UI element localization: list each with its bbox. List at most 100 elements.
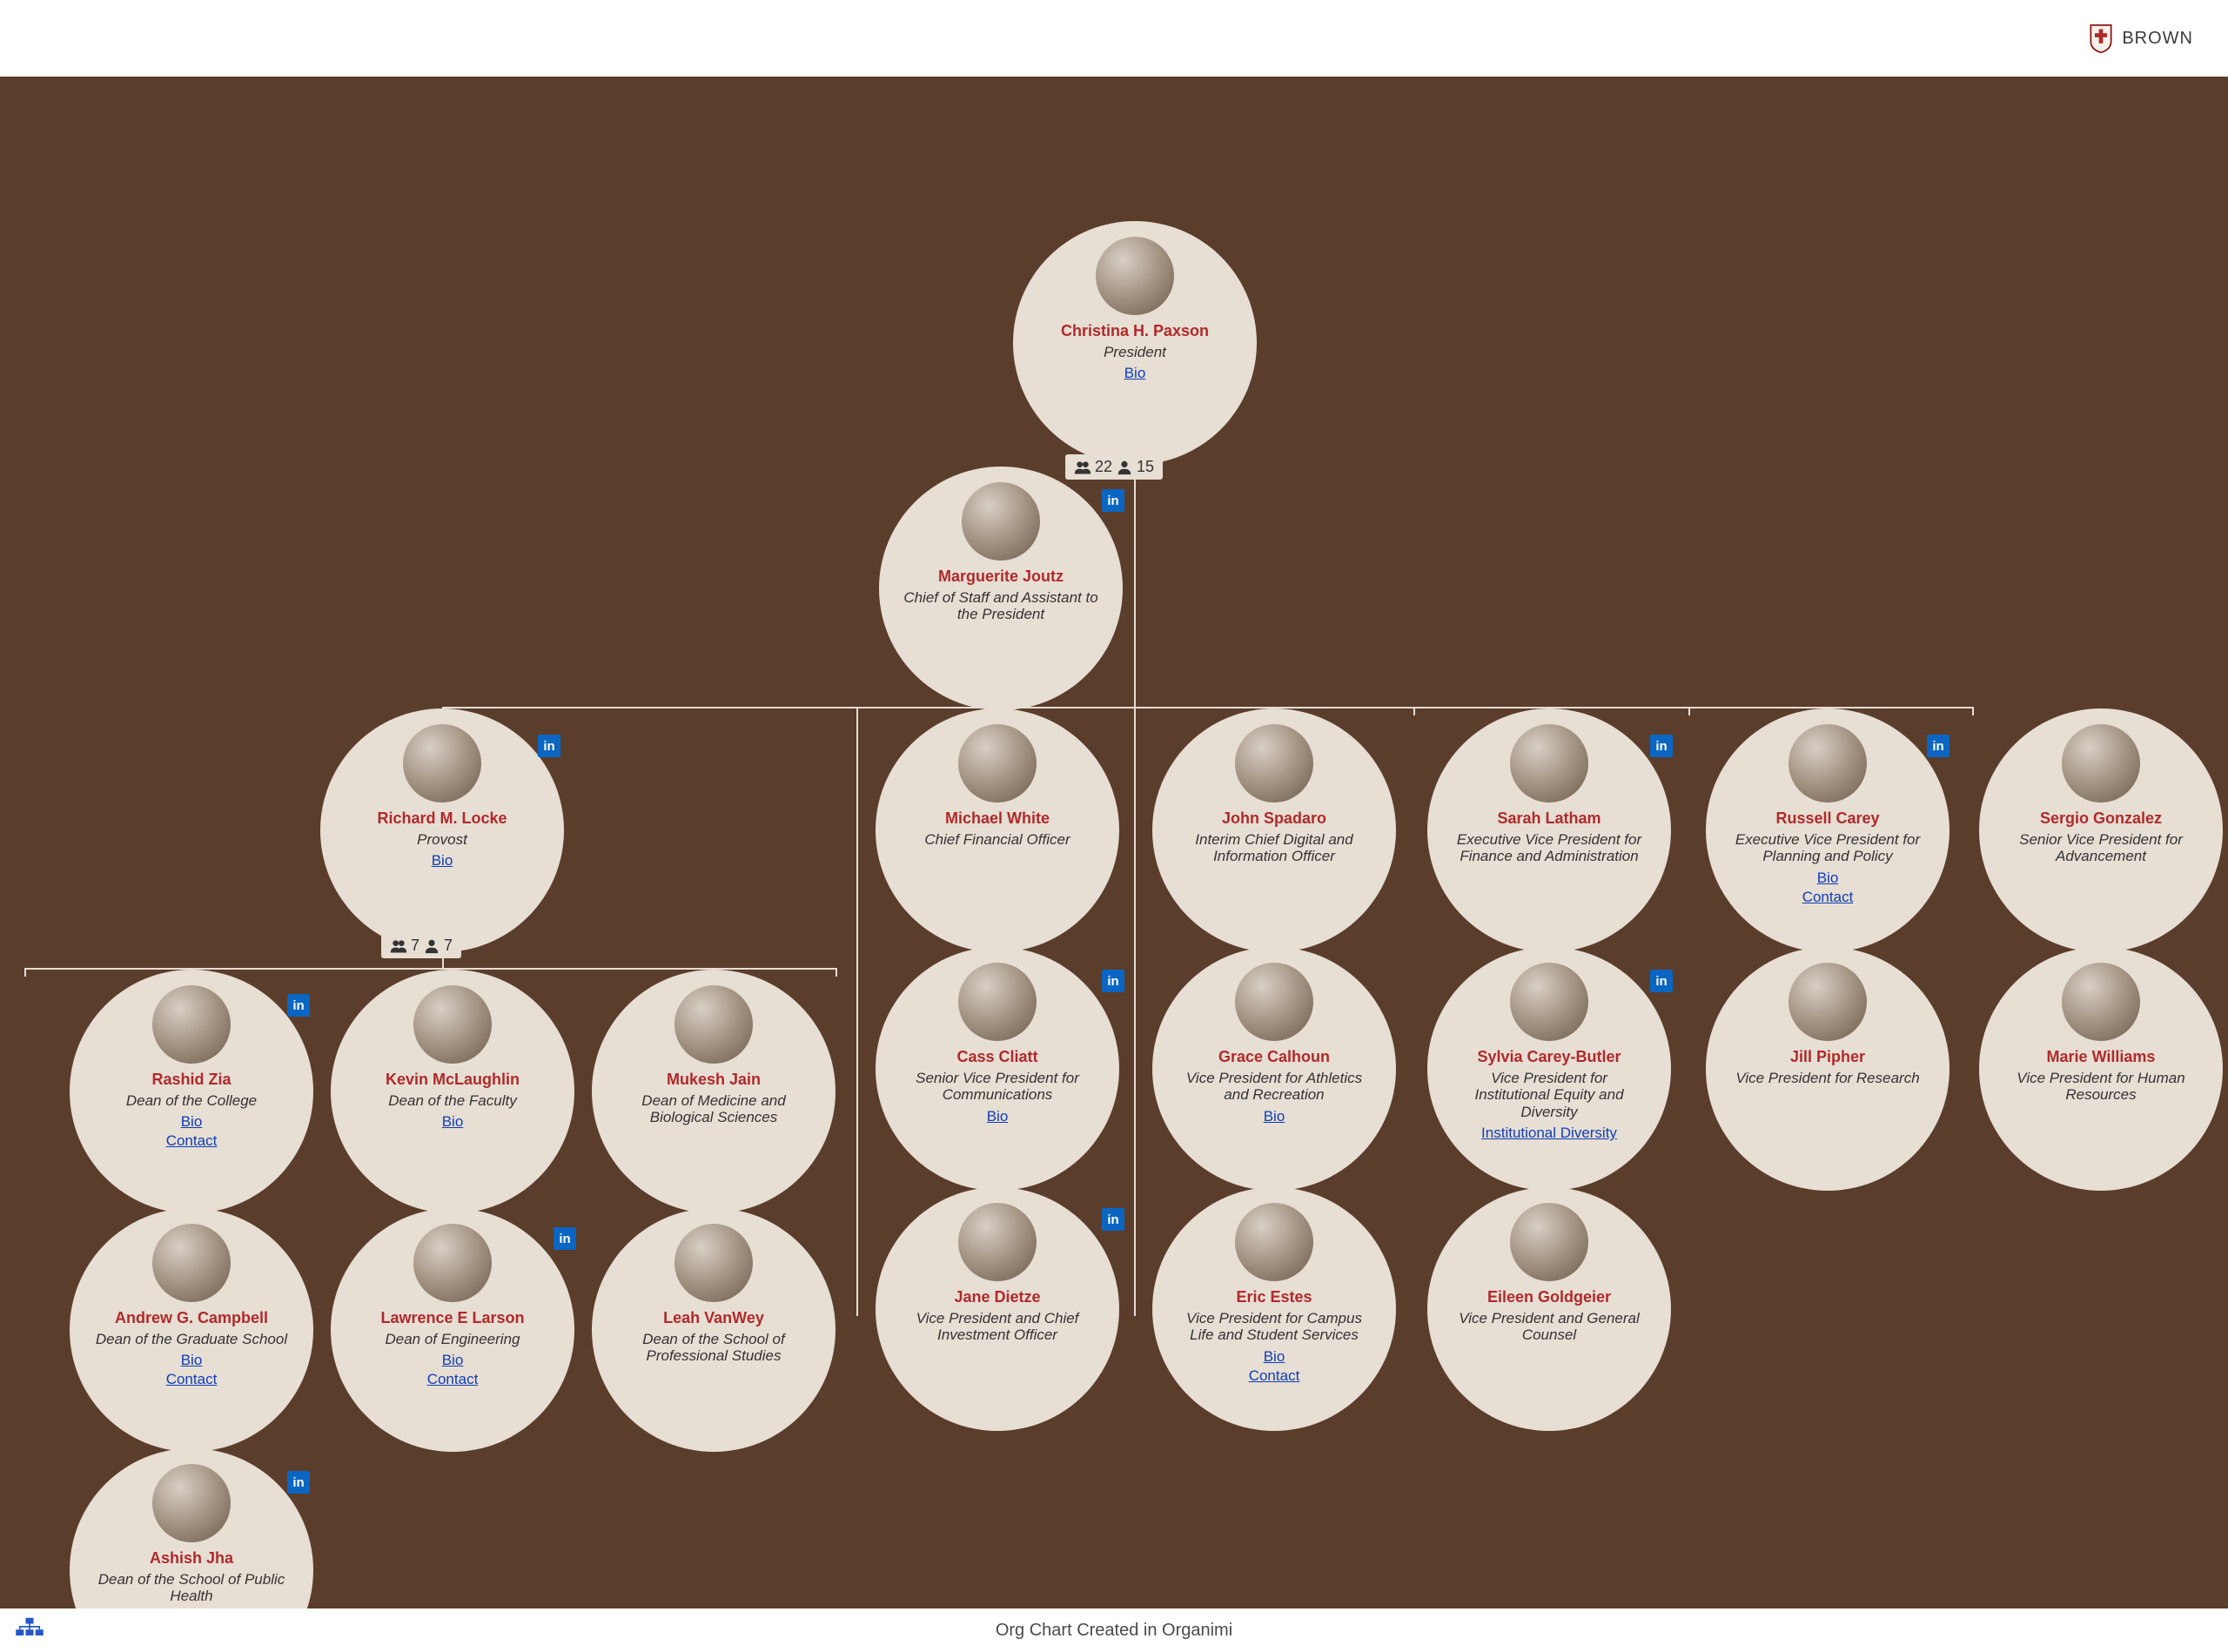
person-name: Sarah Latham (1497, 809, 1601, 828)
person-name: Eileen Goldgeier (1487, 1288, 1611, 1306)
person-name: Lawrence E Larson (380, 1309, 524, 1327)
contact-link[interactable]: Contact (427, 1370, 479, 1389)
linkedin-icon[interactable]: in (287, 994, 310, 1017)
linkedin-icon[interactable]: in (538, 735, 560, 757)
org-node-jain[interactable]: Mukesh JainDean of Medicine and Biologic… (592, 970, 836, 1213)
org-node-calhoun[interactable]: Grace Calhoun Vice President for Athletic… (1152, 947, 1396, 1191)
total-count: 22 (1095, 458, 1112, 476)
report-count-badge: 2215 (1065, 454, 1163, 480)
avatar (1235, 1203, 1313, 1281)
avatar (403, 724, 481, 802)
org-node-gonzalez[interactable]: Sergio GonzalezSenior Vice President for… (1979, 708, 2223, 952)
person-title: Dean of the School of Professional Studi… (616, 1331, 811, 1365)
linkedin-icon[interactable]: in (1650, 735, 1673, 757)
avatar (2062, 963, 2140, 1041)
bio-link[interactable]: Bio (1124, 364, 1146, 383)
org-chart-canvas: Christina H. Paxson President Bio Marguerit… (0, 77, 2228, 1608)
header: BROWN (0, 0, 2228, 77)
org-node-spadaro[interactable]: John SpadaroInterim Chief Digital and In… (1152, 708, 1396, 952)
avatar (1788, 963, 1867, 1041)
person-title: Vice President for Athletics and Recreat… (1177, 1070, 1372, 1104)
bio-link[interactable]: Bio (442, 1112, 464, 1132)
person-name: Cass Cliatt (956, 1048, 1037, 1066)
contact-link[interactable]: Contact (1249, 1367, 1300, 1386)
bio-link[interactable]: Bio (987, 1107, 1009, 1126)
org-node-mclaughlin[interactable]: Kevin McLaughlinDean of the FacultyBio (331, 970, 574, 1213)
avatar (674, 985, 753, 1064)
linkedin-icon[interactable]: in (287, 1471, 310, 1494)
linkedin-icon[interactable]: in (1102, 970, 1124, 992)
org-node-larson[interactable]: Lawrence E Larson Dean of Engineering BioC… (331, 1208, 574, 1452)
person-name: Christina H. Paxson (1061, 322, 1209, 340)
org-node-williams[interactable]: Marie WilliamsVice President for Human R… (1979, 947, 2223, 1191)
person-name: Mukesh Jain (667, 1071, 761, 1089)
person-title: Senior Vice President for Communications (900, 1070, 1095, 1104)
bio-link[interactable]: Bio (181, 1112, 203, 1132)
org-node-carey-butler[interactable]: Sylvia Carey-ButlerVice President for In… (1427, 947, 1671, 1191)
person-name: Richard M. Locke (377, 809, 507, 828)
avatar (1510, 963, 1588, 1041)
person-title: Executive Vice President for Finance and… (1452, 831, 1647, 865)
org-node-zia[interactable]: Rashid ZiaDean of the CollegeBioContact (70, 970, 313, 1213)
person-title: Interim Chief Digital and Information Of… (1177, 831, 1372, 865)
org-node-latham[interactable]: Sarah Latham Executive Vice President for… (1427, 708, 1671, 952)
org-node-campbell[interactable]: Andrew G. Campbell Dean of the Graduate S… (70, 1208, 313, 1452)
connector-line (1134, 465, 1136, 708)
person-title: Vice President and General Counsel (1452, 1310, 1647, 1344)
avatar (1788, 724, 1867, 802)
person-name: Andrew G. Campbell (115, 1309, 268, 1327)
org-node-estes[interactable]: Eric EstesVice President for Campus Life… (1152, 1187, 1396, 1431)
linkedin-icon[interactable]: in (1102, 1208, 1124, 1231)
org-node-locke[interactable]: Richard M. LockeProvostBio (320, 708, 564, 952)
person-title: Dean of the Graduate School (96, 1331, 287, 1348)
bio-link[interactable]: Bio (1264, 1347, 1285, 1367)
connector-line (24, 968, 26, 977)
person-name: Jill Pipher (1790, 1048, 1865, 1066)
person-title: Vice President for Institutional Equity … (1452, 1070, 1647, 1121)
person-title: Vice President for Research (1735, 1070, 1919, 1087)
bio-link[interactable]: Bio (1264, 1107, 1285, 1126)
contact-link[interactable]: Contact (166, 1370, 218, 1389)
org-node-carey[interactable]: Russell CareyExecutive Vice President fo… (1706, 708, 1950, 952)
org-node-jha[interactable]: Ashish JhaDean of the School of Public H… (70, 1448, 313, 1608)
avatar (962, 482, 1040, 561)
org-node-goldgeier[interactable]: Eileen Goldgeier Vice President and Gener… (1427, 1187, 1671, 1431)
direct-count: 7 (444, 937, 453, 955)
total-count: 7 (411, 937, 419, 955)
person-title: Vice President for Human Resources (2003, 1070, 2198, 1104)
person-title: President (1104, 344, 1166, 361)
avatar (958, 1203, 1037, 1281)
person-name: Grace Calhoun (1218, 1048, 1330, 1066)
linkedin-icon[interactable]: in (1650, 970, 1673, 992)
contact-link[interactable]: Contact (1802, 888, 1854, 907)
avatar (2062, 724, 2140, 802)
person-name: Michael White (945, 809, 1050, 828)
linkedin-icon[interactable]: in (554, 1227, 576, 1250)
bio-link[interactable]: Bio (181, 1351, 203, 1370)
bio-link[interactable]: Bio (432, 851, 453, 870)
person-name: Russell Carey (1775, 809, 1879, 828)
bio-link[interactable]: Bio (1817, 869, 1839, 888)
person-name: Sergio Gonzalez (2040, 809, 2162, 828)
person-title: Chief of Staff and Assistant to the Pres… (903, 589, 1098, 623)
org-node-dietze[interactable]: Jane DietzeVice President and Chief Inve… (876, 1187, 1119, 1431)
org-node-joutz[interactable]: Marguerite JoutzChief of Staff and Assis… (879, 467, 1123, 710)
org-node-cliatt[interactable]: Cass Cliatt Senior Vice President for Com… (876, 947, 1119, 1191)
org-node-president[interactable]: Christina H. Paxson President Bio (1013, 221, 1257, 465)
org-node-pipher[interactable]: Jill Pipher Vice President for Research (1706, 947, 1950, 1191)
contact-link[interactable]: Contact (166, 1132, 218, 1151)
brand-text: BROWN (2122, 29, 2193, 49)
person-title: Dean of the Faculty (388, 1092, 516, 1110)
bio-link[interactable]: Institutional Diversity (1481, 1124, 1617, 1143)
connector-line (442, 707, 1974, 708)
person-name: Eric Estes (1236, 1288, 1312, 1306)
person-title: Dean of Engineering (385, 1331, 520, 1348)
bio-link[interactable]: Bio (442, 1351, 464, 1370)
avatar (413, 1224, 492, 1302)
avatar (152, 1464, 231, 1542)
person-title: Chief Financial Officer (924, 831, 1070, 849)
linkedin-icon[interactable]: in (1102, 489, 1124, 512)
org-node-vanwey[interactable]: Leah VanWeyDean of the School of Profess… (592, 1208, 836, 1452)
linkedin-icon[interactable]: in (1927, 735, 1950, 757)
org-node-white[interactable]: Michael White Chief Financial Officer (876, 708, 1119, 952)
